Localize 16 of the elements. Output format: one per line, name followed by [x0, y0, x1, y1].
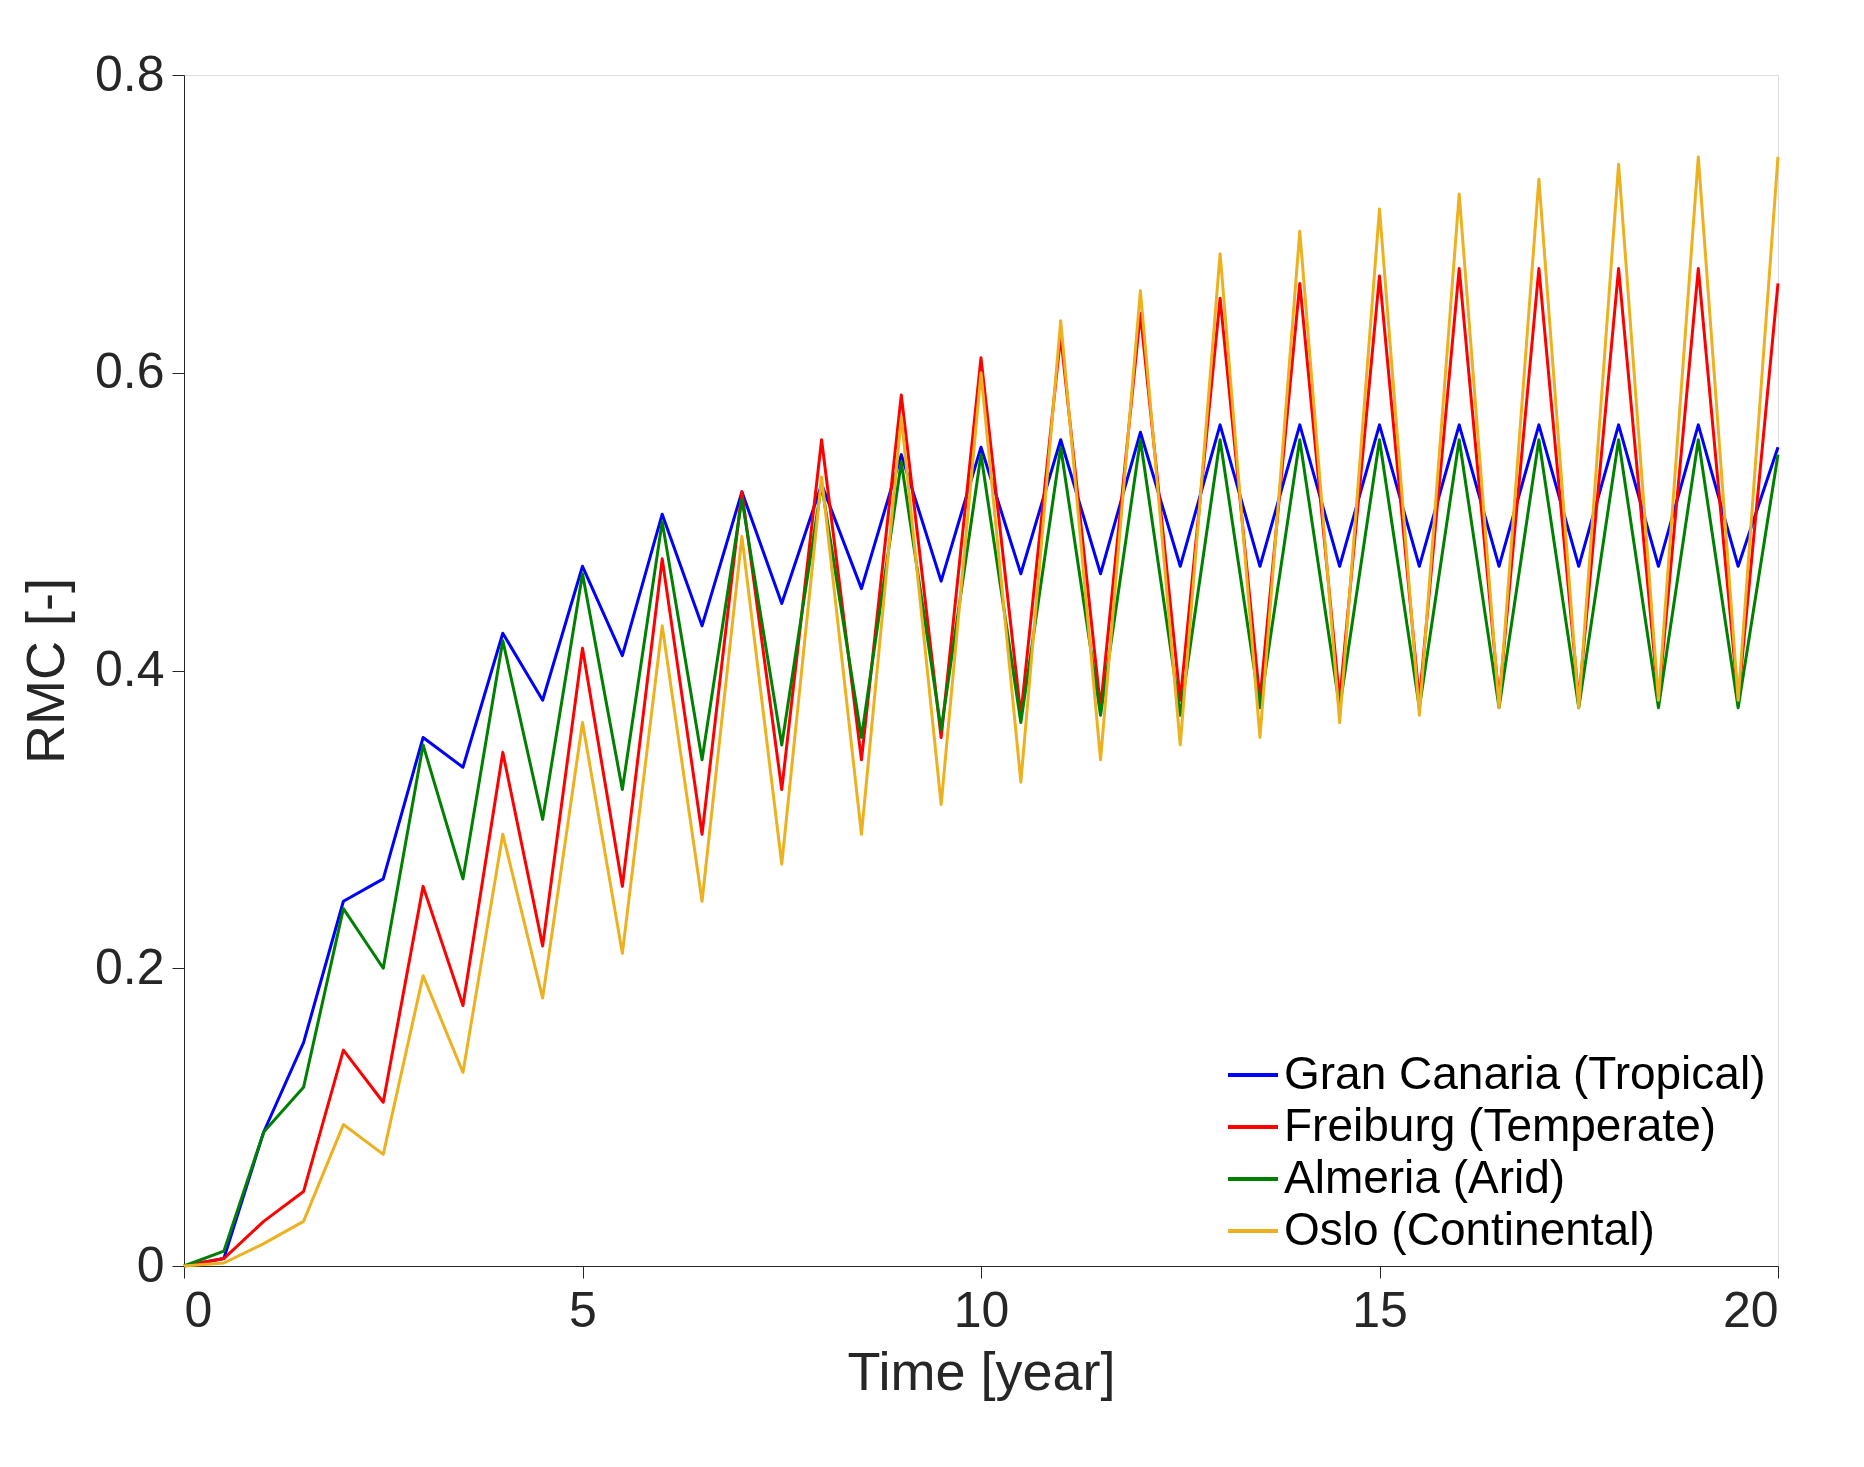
x-tick-label: 15 [1352, 1281, 1408, 1338]
legend-label: Gran Canaria (Tropical) [1284, 1047, 1766, 1099]
x-axis-title: Time [year] [847, 1340, 1116, 1401]
legend-label: Almeria (Arid) [1284, 1151, 1566, 1203]
x-tick-label: 0 [184, 1281, 213, 1338]
y-tick-label: 0.4 [94, 641, 165, 697]
legend-label: Freiburg (Temperate) [1284, 1099, 1717, 1151]
legend-label: Oslo (Continental) [1284, 1203, 1655, 1255]
x-tick-label: 10 [953, 1281, 1010, 1338]
y-tick-label: 0.6 [94, 343, 165, 400]
y-tick-label: 0.8 [94, 45, 165, 102]
y-tick-label: 0.2 [94, 938, 165, 995]
y-tick-label: 0 [136, 1236, 165, 1293]
x-tick-label: 5 [569, 1281, 597, 1338]
y-axis-title: RMC [-] [14, 578, 75, 764]
x-tick-label: 20 [1722, 1281, 1779, 1338]
